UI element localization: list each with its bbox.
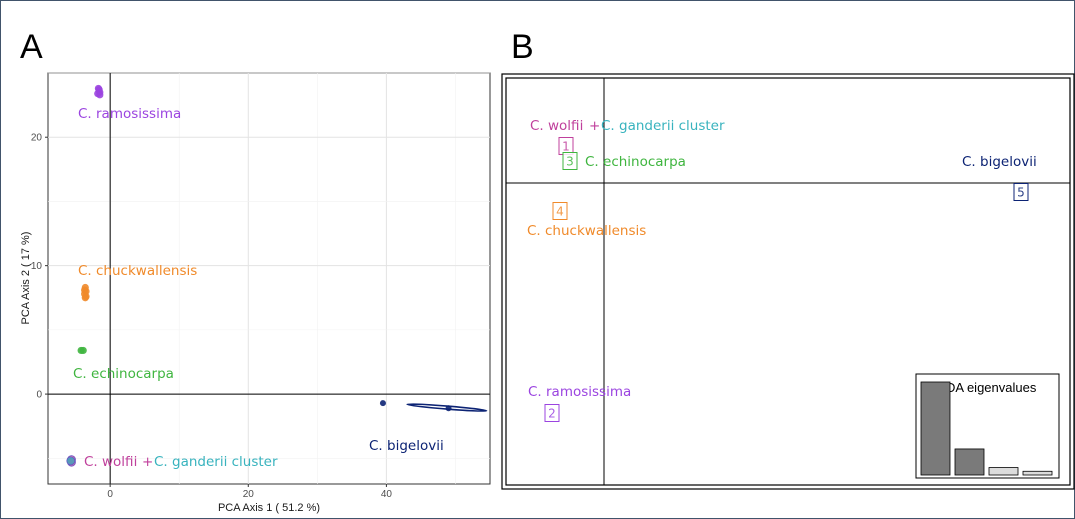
panel-a-grid (48, 72, 490, 484)
panel-a-pca-plot: 0 20 40 0 10 20 C. ramosissima C. chuckwallens… (20, 72, 491, 514)
y-tick-label: 0 (36, 390, 42, 401)
x-tick-label: 20 (243, 489, 255, 500)
eigenvalue-inset-title: DA eigenvalues (946, 380, 1037, 395)
group-number-box (552, 202, 568, 220)
panel-a-marks (66, 84, 488, 467)
panel-a-group-label: C. chuckwallensis (78, 263, 197, 279)
group-number-box (544, 404, 560, 422)
panel-b-group-label: C. ramosissima (528, 384, 631, 400)
panel-b-inner-border (505, 77, 1071, 486)
group-number-box (1013, 183, 1029, 201)
chuckwallensis-point (81, 286, 89, 294)
y-tick-label: 10 (31, 261, 43, 272)
group-number-label: 4 (556, 204, 564, 218)
panel-b-group-label: C. chuckwallensis (527, 223, 646, 239)
panel-b-group-label: C. echinocarpa (585, 154, 686, 170)
panel-b-group-label: C. ganderii cluster (601, 118, 725, 134)
panel-a-group-label: C. ganderii cluster (154, 454, 278, 470)
echinocarpa-point (79, 346, 87, 355)
x-tick-label: 0 (107, 489, 113, 500)
group-number-label: 3 (566, 154, 574, 168)
eigenvalue-bar (920, 381, 951, 476)
eigenvalue-bar (988, 467, 1019, 476)
eigenvalue-inset: DA eigenvalues (915, 373, 1060, 479)
bigelovii-point (445, 405, 452, 412)
ramosissima-point (96, 91, 104, 99)
panel-a-group-label: C. bigelovii (369, 438, 444, 454)
panel-a-labels: C. ramosissima C. chuckwallensis C. echino… (73, 106, 444, 470)
panel-b-group-label: + (589, 118, 600, 134)
eigenvalue-bar (954, 448, 985, 476)
x-axis-title: PCA Axis 1 ( 51.2 %) (218, 502, 320, 514)
panel-a-letter: A (20, 28, 43, 66)
panel-b-da-plot: 1 2 3 4 5 C. wolfii + C. ganderii cluster C. ech… (501, 73, 1075, 490)
group-number-label: 5 (1017, 185, 1025, 199)
x-tick-label: 40 (381, 489, 393, 500)
panel-a-group-label: C. ramosissima (78, 106, 181, 122)
panel-a-group-label: + (142, 454, 153, 470)
panel-b-marks: 1 2 3 4 5 C. wolfii + C. ganderii cluster C. ech… (527, 118, 1037, 422)
ganderii-point (66, 456, 76, 466)
panel-a-group-label: C. wolfii (84, 454, 137, 470)
ramosissima-point (94, 84, 103, 93)
panel-a-group-label: C. echinocarpa (73, 366, 174, 382)
eigenvalue-bars (920, 381, 1053, 476)
panel-b-group-label: C. wolfii (530, 118, 583, 134)
bigelovii-point (379, 400, 386, 407)
group-number-label: 2 (548, 406, 556, 420)
y-axis-title: PCA Axis 2 ( 17 %) (20, 232, 32, 325)
group-number-box (562, 152, 578, 170)
y-tick-label: 20 (31, 133, 43, 144)
panel-a-ticks: 0 20 40 0 10 20 (31, 133, 393, 500)
group-number-label: 1 (562, 139, 570, 153)
chuckwallensis-point (82, 292, 90, 301)
panel-b-group-label: C. bigelovii (962, 154, 1037, 170)
panel-b-letter: B (511, 28, 534, 66)
eigenvalue-bar (1022, 470, 1053, 476)
